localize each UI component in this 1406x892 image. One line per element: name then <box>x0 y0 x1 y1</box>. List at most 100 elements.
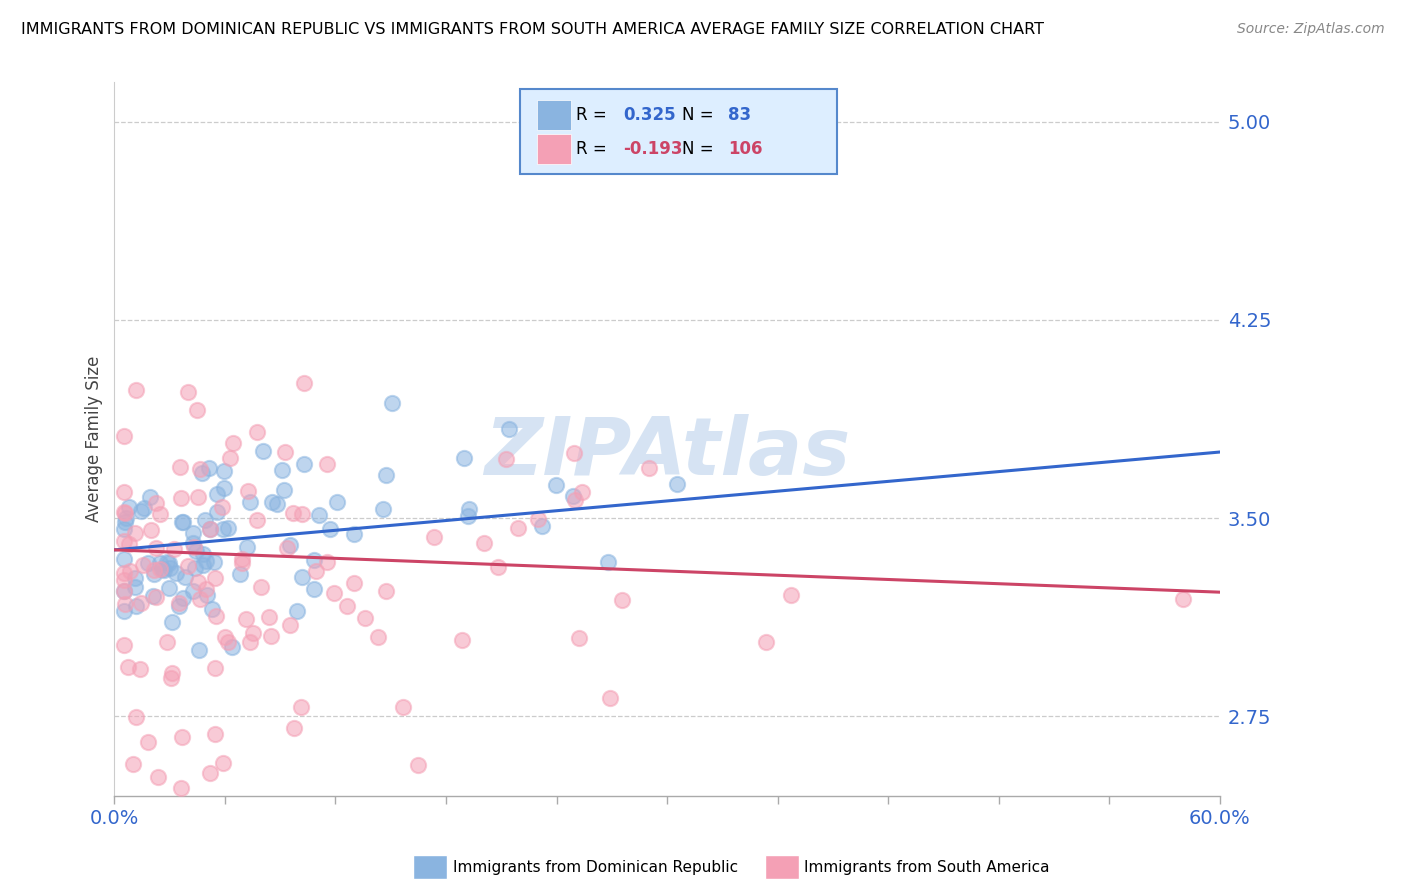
Point <box>172 591 194 606</box>
Point <box>235 540 257 554</box>
Point <box>204 571 226 585</box>
Point <box>262 495 284 509</box>
Point <box>160 665 183 680</box>
Point <box>322 586 344 600</box>
Point <box>129 596 152 610</box>
Text: IMMIGRANTS FROM DOMINICAN REPUBLIC VS IMMIGRANTS FROM SOUTH AMERICA AVERAGE FAMI: IMMIGRANTS FROM DOMINICAN REPUBLIC VS IM… <box>21 22 1045 37</box>
Text: Source: ZipAtlas.com: Source: ZipAtlas.com <box>1237 22 1385 37</box>
Point <box>132 501 155 516</box>
Point <box>423 530 446 544</box>
Point <box>197 461 219 475</box>
Point <box>236 483 259 498</box>
Point <box>169 459 191 474</box>
Point <box>472 536 495 550</box>
Point <box>125 710 148 724</box>
Point <box>187 574 209 589</box>
Point <box>188 643 211 657</box>
Point <box>156 634 179 648</box>
Point <box>118 500 141 514</box>
Text: N =: N = <box>682 106 718 124</box>
Text: 106: 106 <box>728 140 763 158</box>
Point <box>235 612 257 626</box>
Point <box>112 505 135 519</box>
Point <box>205 487 228 501</box>
Point <box>290 700 312 714</box>
Point <box>170 491 193 505</box>
Point <box>392 700 415 714</box>
Point <box>231 551 253 566</box>
Point <box>204 661 226 675</box>
Point <box>252 443 274 458</box>
Point <box>136 556 159 570</box>
Point <box>129 503 152 517</box>
Point <box>142 589 165 603</box>
Point <box>453 450 475 465</box>
Point <box>125 599 148 614</box>
Point <box>276 541 298 555</box>
Point <box>194 513 217 527</box>
Point <box>153 563 176 577</box>
Point <box>371 502 394 516</box>
Point <box>131 558 153 572</box>
Point <box>118 565 141 579</box>
Point <box>246 425 269 439</box>
Point <box>200 522 222 536</box>
Point <box>191 558 214 572</box>
Point <box>530 519 553 533</box>
Point <box>212 756 235 770</box>
Text: R =: R = <box>576 140 613 158</box>
Point <box>283 506 305 520</box>
Point <box>283 721 305 735</box>
Point <box>305 564 328 578</box>
Point <box>124 580 146 594</box>
Point <box>149 508 172 522</box>
Point <box>291 570 314 584</box>
Point <box>128 662 150 676</box>
Point <box>665 477 688 491</box>
Point <box>112 566 135 581</box>
Point <box>183 535 205 549</box>
Text: 0.325: 0.325 <box>623 106 675 124</box>
Text: Immigrants from Dominican Republic: Immigrants from Dominican Republic <box>453 860 738 874</box>
Point <box>506 520 529 534</box>
Point <box>139 490 162 504</box>
Point <box>195 588 218 602</box>
Point <box>183 583 205 598</box>
Point <box>112 429 135 443</box>
Point <box>316 555 339 569</box>
Point <box>315 457 337 471</box>
Point <box>375 584 398 599</box>
Point <box>527 512 550 526</box>
Point <box>115 511 138 525</box>
Point <box>242 626 264 640</box>
Point <box>637 460 659 475</box>
Point <box>568 632 591 646</box>
Point <box>117 659 139 673</box>
Point <box>114 515 136 529</box>
Point <box>159 561 181 575</box>
Point <box>564 492 586 507</box>
Point <box>292 457 315 471</box>
Point <box>188 591 211 606</box>
Point <box>184 561 207 575</box>
Point <box>145 496 167 510</box>
Point <box>319 522 342 536</box>
Y-axis label: Average Family Size: Average Family Size <box>86 356 103 522</box>
Point <box>212 464 235 478</box>
Point <box>198 522 221 536</box>
Point <box>610 593 633 607</box>
Point <box>191 466 214 480</box>
Point <box>336 599 359 613</box>
Point <box>214 630 236 644</box>
Point <box>343 526 366 541</box>
Point <box>280 618 302 632</box>
Point <box>187 490 209 504</box>
Point <box>211 500 233 515</box>
Point <box>273 483 295 498</box>
Point <box>114 522 136 536</box>
Point <box>160 615 183 630</box>
Text: -0.193: -0.193 <box>623 140 682 158</box>
Point <box>266 497 288 511</box>
Point <box>259 610 281 624</box>
Point <box>195 554 218 568</box>
